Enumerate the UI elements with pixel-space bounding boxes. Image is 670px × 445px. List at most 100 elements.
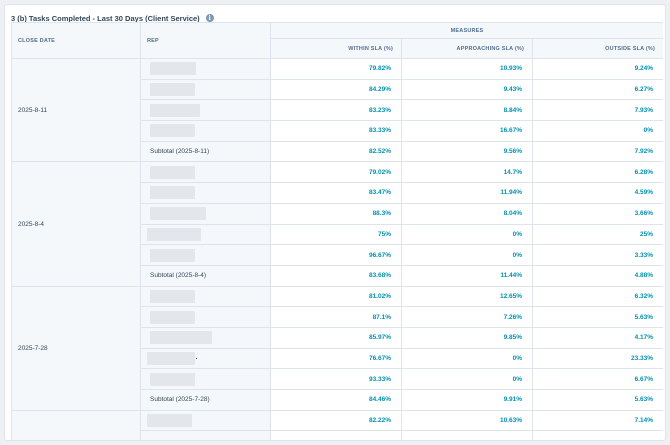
outside-sla-cell <box>531 430 663 440</box>
outside-sla-cell: 4.59% <box>531 182 663 204</box>
within-sla-cell: 76.67% <box>270 347 402 370</box>
redacted-rep-name <box>150 372 195 386</box>
rep-cell <box>140 182 271 204</box>
rep-cell <box>140 347 271 370</box>
rep-cell <box>140 326 271 349</box>
rep-cell <box>140 306 271 328</box>
approaching-sla-cell: 0% <box>401 223 533 246</box>
report-table-container[interactable]: CLOSE DATE REP MEASURES WITHIN SLA (%) A… <box>11 22 663 440</box>
rep-cell <box>140 409 271 432</box>
redacted-rep-name <box>150 310 195 324</box>
rep-cell <box>140 202 271 225</box>
table-row: 76.67% 0% 23.33% <box>12 347 663 370</box>
redacted-rep-name <box>150 207 206 221</box>
redacted-rep-name <box>150 186 195 200</box>
approaching-sla-cell: 0% <box>401 347 533 370</box>
redacted-rep-name <box>147 351 195 365</box>
table-row: 2025-8-11 79.82% 10.93% 9.24% <box>11 57 663 163</box>
subtotal-label: Subtotal (2025-8-4) <box>140 264 271 287</box>
within-sla-cell: 84.46% <box>270 389 402 411</box>
outside-sla-cell: 3.66% <box>531 202 663 225</box>
approaching-sla-cell: 9.43% <box>401 78 533 101</box>
approaching-sla-cell: 11.94% <box>401 182 533 204</box>
approaching-sla-cell <box>401 430 533 440</box>
table-row: 2025-7-28 81.02% 12.65% 6.32% <box>11 285 663 411</box>
header-rep[interactable]: REP <box>140 22 271 59</box>
table-row: 93.33% 0% 6.67% <box>12 368 663 390</box>
within-sla-cell: 82.52% <box>270 140 402 163</box>
subtotal-row: Subtotal (2025-8-11) 82.52% 9.56% 7.92% <box>12 140 663 163</box>
header-within-sla[interactable]: WITHIN SLA (%) <box>270 38 402 59</box>
outside-sla-cell: 25% <box>531 223 663 246</box>
table-row <box>12 430 663 440</box>
trailing-dot <box>196 357 197 359</box>
table-row: 96.67% 0% 3.33% <box>12 244 663 266</box>
report-header: 3 (b) Tasks Completed - Last 30 Days (Cl… <box>11 11 214 25</box>
report-table: CLOSE DATE REP MEASURES WITHIN SLA (%) A… <box>11 22 663 440</box>
within-sla-cell: 96.67% <box>270 244 402 266</box>
within-sla-cell: 87.1% <box>270 306 402 328</box>
within-sla-cell: 79.82% <box>270 58 402 80</box>
outside-sla-cell: 6.32% <box>531 285 663 308</box>
within-sla-cell <box>270 430 402 440</box>
approaching-sla-cell: 14.7% <box>401 161 533 184</box>
header-approaching-sla[interactable]: APPROACHING SLA (%) <box>401 38 533 59</box>
redacted-rep-name <box>150 289 195 303</box>
outside-sla-cell: 0% <box>531 120 663 142</box>
info-icon[interactable]: i <box>205 14 214 22</box>
close-date-cell: 2025-8-11 <box>11 57 141 163</box>
outside-sla-cell: 3.33% <box>531 244 663 266</box>
outside-sla-cell: 9.24% <box>531 58 663 80</box>
rep-cell <box>140 223 271 246</box>
subtotal-row: Subtotal (2025-8-4) 83.68% 11.44% 4.88% <box>12 264 663 287</box>
rep-cell <box>140 120 271 142</box>
rep-cell <box>140 430 271 440</box>
table-row: 84.29% 9.43% 6.27% <box>12 78 663 101</box>
within-sla-cell: 83.68% <box>270 264 402 287</box>
approaching-sla-cell: 10.63% <box>401 409 533 432</box>
header-outside-sla[interactable]: OUTSIDE SLA (%) <box>531 38 663 59</box>
outside-sla-cell: 5.63% <box>531 389 663 411</box>
approaching-sla-cell: 8.84% <box>401 99 533 122</box>
table-row: 88.3% 8.04% 3.66% <box>12 202 663 225</box>
redacted-rep-name <box>150 165 195 179</box>
subtotal-label: Subtotal (2025-7-28) <box>140 389 271 411</box>
header-close-date[interactable]: CLOSE DATE <box>11 22 141 59</box>
within-sla-cell: 75% <box>270 223 402 246</box>
table-row: 85.97% 9.85% 4.17% <box>12 326 663 349</box>
outside-sla-cell: 23.33% <box>531 347 663 370</box>
within-sla-cell: 85.97% <box>270 326 402 349</box>
rep-cell <box>140 368 271 390</box>
approaching-sla-cell: 9.56% <box>401 140 533 163</box>
within-sla-cell: 88.3% <box>270 202 402 225</box>
approaching-sla-cell: 0% <box>401 368 533 390</box>
within-sla-cell: 84.29% <box>270 78 402 101</box>
table-row: 83.47% 11.94% 4.59% <box>12 182 663 204</box>
rep-cell <box>140 58 271 80</box>
outside-sla-cell: 6.27% <box>531 78 663 101</box>
rep-cell <box>140 285 271 308</box>
header-measures: MEASURES <box>269 22 663 39</box>
table-row: 82.22% 10.63% 7.14% <box>11 409 663 440</box>
approaching-sla-cell: 12.65% <box>401 285 533 308</box>
within-sla-cell: 83.23% <box>270 99 402 122</box>
subtotal-label: Subtotal (2025-8-11) <box>140 140 271 163</box>
within-sla-cell: 83.47% <box>270 182 402 204</box>
close-date-cell: 2025-8-4 <box>11 161 141 287</box>
within-sla-cell: 93.33% <box>270 368 402 390</box>
close-date-cell <box>11 409 141 440</box>
close-date-cell: 2025-7-28 <box>11 285 141 411</box>
table-row: 75% 0% 25% <box>12 223 663 246</box>
report-title: 3 (b) Tasks Completed - Last 30 Days (Cl… <box>11 13 200 23</box>
approaching-sla-cell: 11.44% <box>401 264 533 287</box>
within-sla-cell: 79.02% <box>270 161 402 184</box>
redacted-rep-name <box>150 124 195 138</box>
approaching-sla-cell: 16.67% <box>401 120 533 142</box>
outside-sla-cell: 7.92% <box>531 140 663 163</box>
rep-cell <box>140 99 271 122</box>
redacted-rep-name <box>150 83 195 97</box>
outside-sla-cell: 7.93% <box>531 99 663 122</box>
within-sla-cell: 82.22% <box>270 409 402 432</box>
redacted-rep-name <box>150 103 200 117</box>
redacted-rep-name <box>147 227 201 241</box>
